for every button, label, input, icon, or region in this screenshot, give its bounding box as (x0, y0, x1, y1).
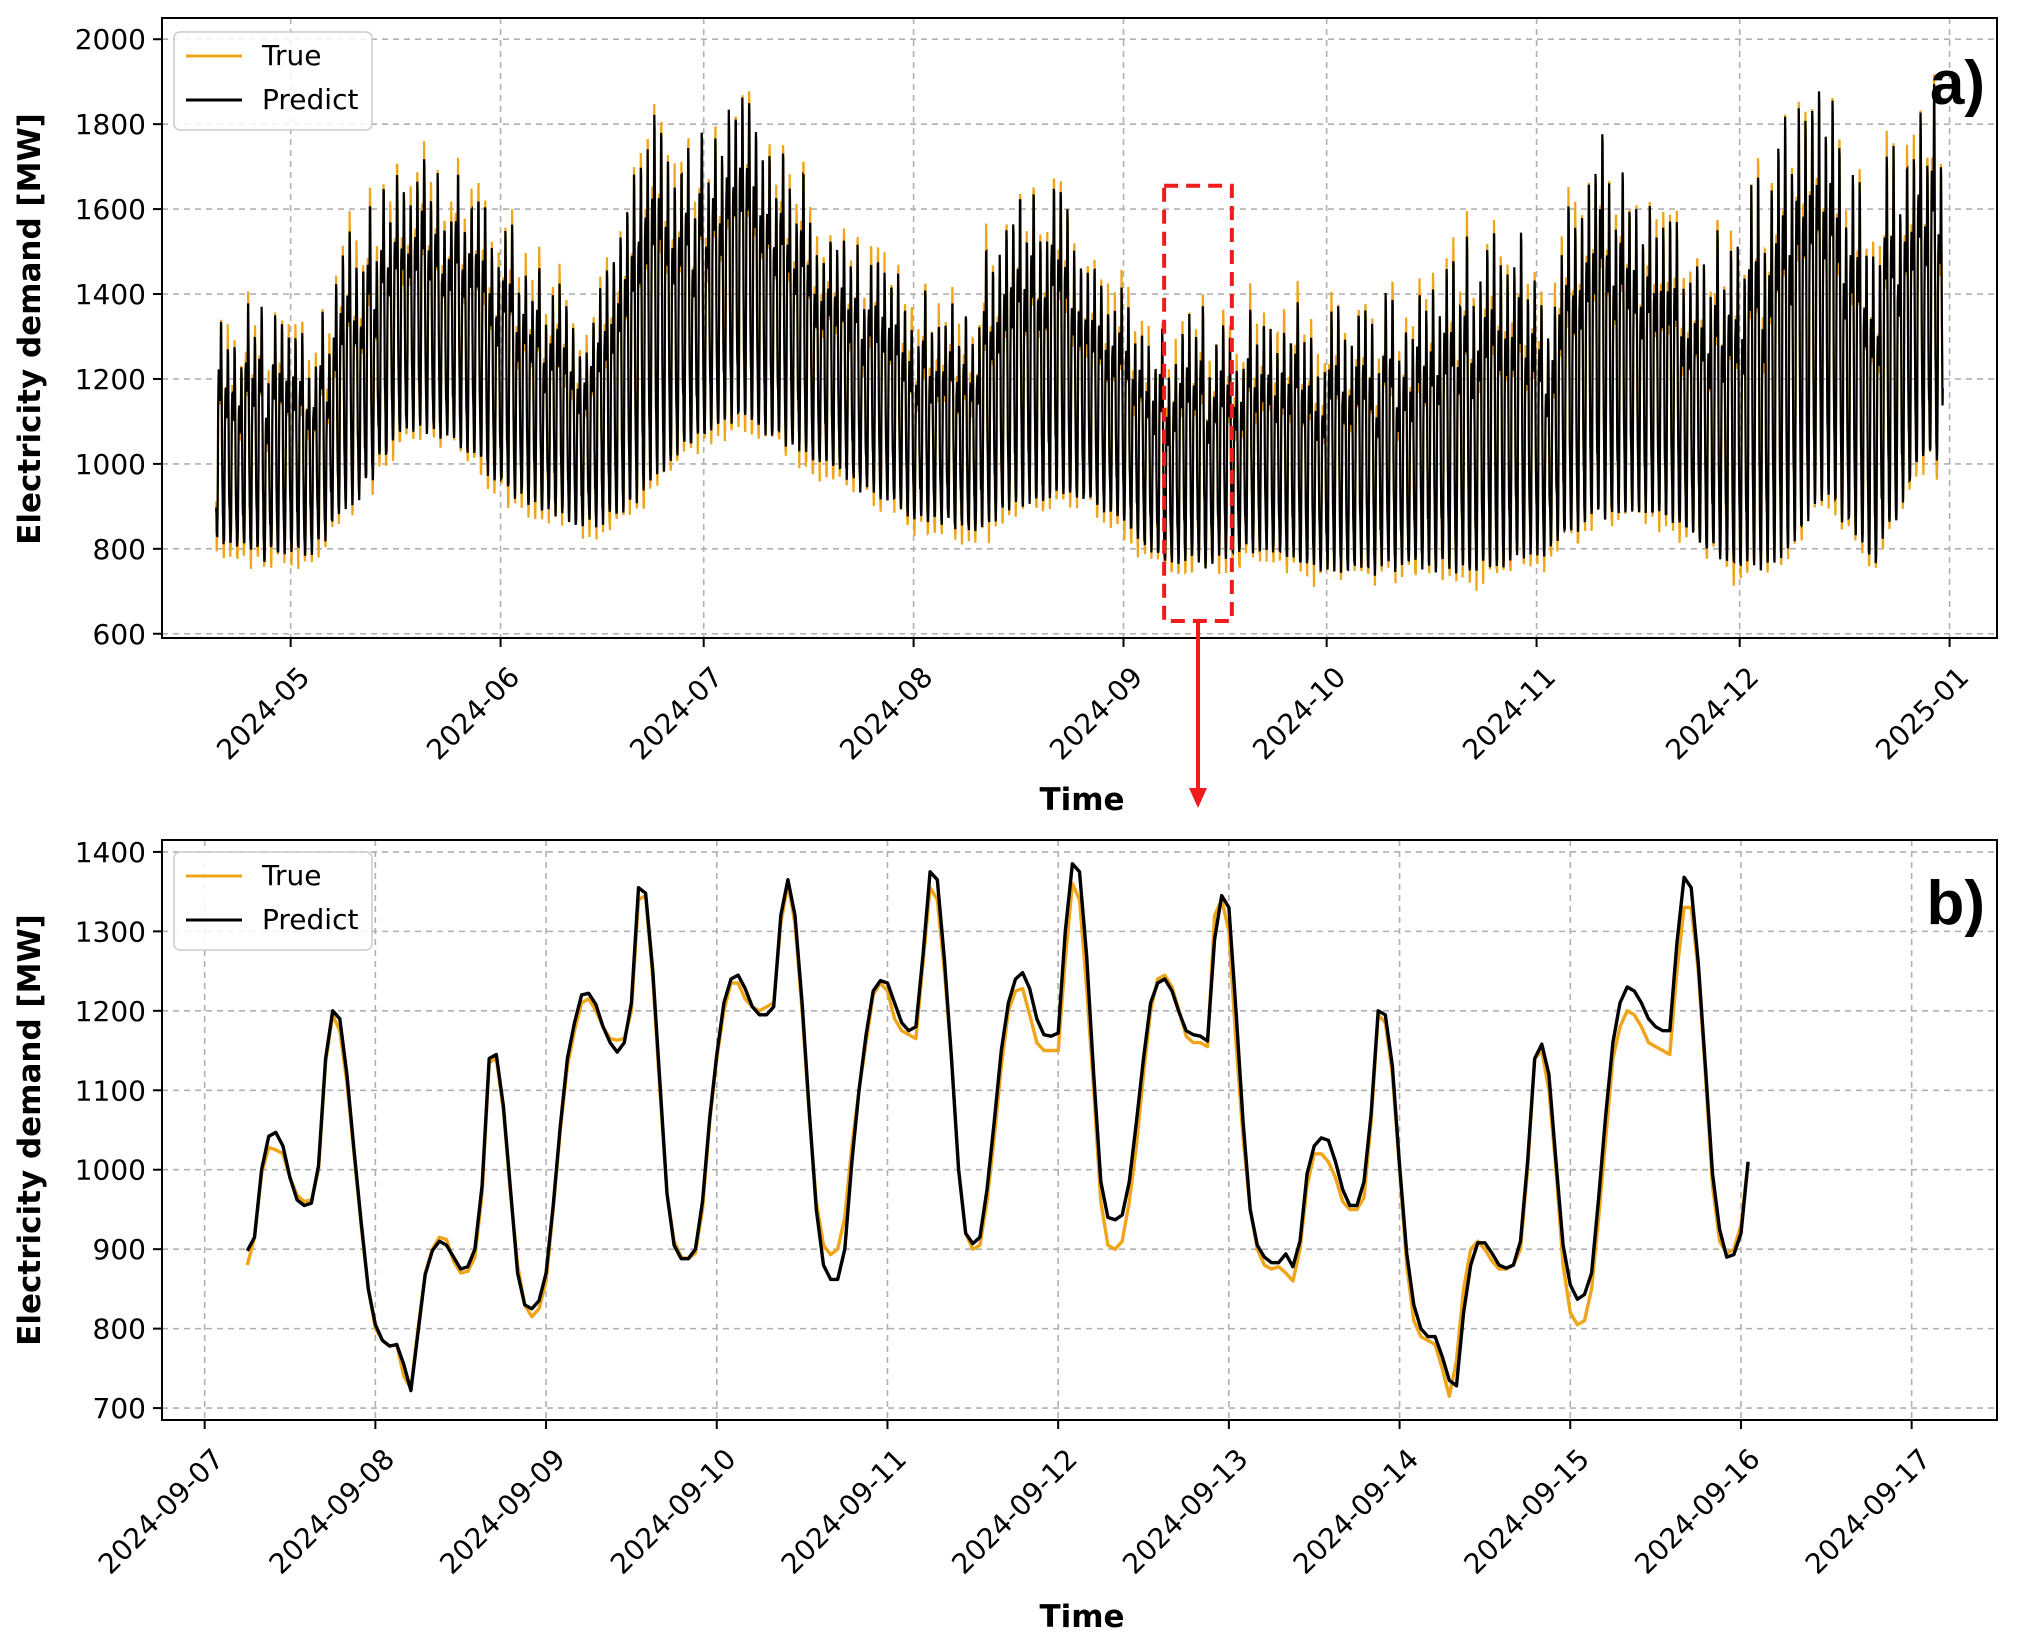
y-tick-label: 1000 (75, 1154, 146, 1187)
zoom-arrow-head (1188, 788, 1207, 808)
y-tick-label: 1400 (75, 278, 146, 311)
panel-a-y-axis-title: Electricity demand [MW] (12, 113, 48, 545)
x-tick-label: 2024-06 (420, 660, 526, 766)
panel-b-chart: 2024-09-07 2024-09-08 2024-09-09 2024-09-10… (12, 836, 1998, 1635)
x-tick-label: 2025-01 (1869, 660, 1975, 766)
x-tick-label: 2024-09-13 (1116, 1442, 1254, 1580)
x-tick-label: 2024-09-17 (1799, 1442, 1937, 1580)
x-tick-label: 2024-12 (1659, 660, 1765, 766)
x-tick-label: 2024-10 (1246, 660, 1352, 766)
x-tick-label: 2024-09-07 (92, 1442, 230, 1580)
y-tick-label: 700 (93, 1392, 146, 1425)
panel-b-frame (161, 839, 1998, 1421)
y-tick-label: 1200 (75, 363, 146, 396)
series-line-predict (215, 84, 1944, 576)
y-tick-label: 800 (93, 533, 146, 566)
legend-label-predict: Predict (262, 903, 358, 936)
panel-a-x-axis-title: Time (1039, 782, 1124, 818)
x-tick-label: 2024-05 (210, 660, 316, 766)
x-tick-label: 2024-09-09 (433, 1442, 571, 1580)
panel-b-x-axis-title: Time (1039, 1599, 1124, 1635)
panel-b-y-axis-title: Electricity demand [MW] (12, 914, 48, 1346)
panel-b-label: b) (1926, 869, 1985, 938)
x-tick-label: 2024-09-08 (263, 1442, 401, 1580)
x-tick-label: 2024-09-10 (604, 1442, 742, 1580)
panel-a-label: a) (1930, 49, 1985, 118)
x-tick-label: 2024-09-15 (1458, 1442, 1596, 1580)
y-tick-label: 900 (93, 1233, 146, 1266)
legend-label-true: True (261, 859, 321, 892)
panel-a-series (215, 74, 1944, 591)
y-tick-label: 1400 (75, 836, 146, 869)
y-tick-label: 800 (93, 1313, 146, 1346)
x-tick-label: 2024-11 (1456, 660, 1562, 766)
x-tick-label: 2024-09-11 (775, 1442, 913, 1580)
x-tick-label: 2024-07 (623, 660, 729, 766)
y-tick-label: 2000 (75, 23, 146, 56)
panel-b-legend: True Predict (173, 851, 373, 951)
panel-a-grid (162, 18, 1997, 638)
panel-a-chart: 2024-05 2024-06 2024-07 2024-08 2024-09 2024-… (12, 17, 1998, 818)
y-tick-label: 600 (93, 618, 146, 651)
legend-label-true: True (261, 39, 321, 72)
panel-a-frame (161, 17, 1998, 639)
legend-label-predict: Predict (262, 83, 358, 116)
y-tick-label: 1800 (75, 108, 146, 141)
y-tick-label: 1000 (75, 448, 146, 481)
y-tick-label: 1100 (75, 1074, 146, 1107)
panel-b-series (245, 862, 1750, 1398)
y-tick-label: 1300 (75, 915, 146, 948)
zoom-arrow (1188, 621, 1207, 808)
x-tick-label: 2024-09-12 (945, 1442, 1083, 1580)
x-tick-label: 2024-09-16 (1628, 1442, 1766, 1580)
x-tick-label: 2024-09-14 (1287, 1442, 1425, 1580)
series-line-predict (245, 862, 1750, 1393)
panel-a-legend: True Predict (173, 31, 373, 131)
x-tick-label: 2024-08 (833, 660, 939, 766)
x-tick-label: 2024-09 (1043, 660, 1149, 766)
y-tick-label: 1200 (75, 995, 146, 1028)
panel-b-grid (162, 840, 1997, 1420)
panel-b-plot-background (162, 840, 1997, 1420)
y-tick-label: 1600 (75, 193, 146, 226)
